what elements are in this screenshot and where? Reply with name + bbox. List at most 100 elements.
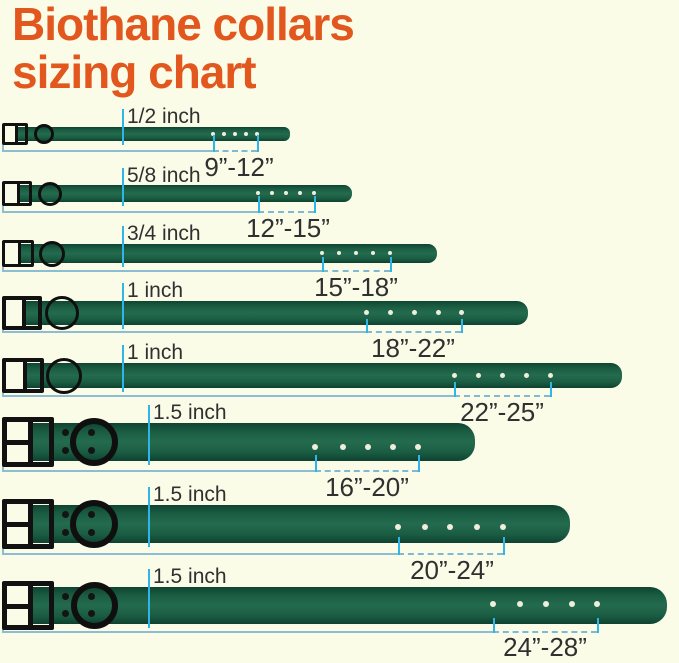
range-tick [398, 537, 400, 555]
buckle-window [7, 586, 34, 625]
page-title-line2: sizing chart [12, 46, 257, 99]
adjustment-hole [255, 132, 259, 136]
buckle-icon [2, 358, 44, 393]
adjustment-hole [547, 372, 553, 378]
buckle-window [7, 422, 34, 462]
width-label: 1 inch [127, 341, 184, 364]
buckle-window [6, 300, 27, 326]
buckle-icon [2, 581, 54, 630]
range-tick [503, 537, 505, 555]
width-label: 1 inch [127, 279, 184, 302]
collar-strap [10, 301, 528, 325]
adjustment-hole [499, 372, 505, 378]
buckle-strap-end [33, 422, 49, 462]
range-tick [550, 382, 552, 397]
d-ring-icon [45, 296, 79, 330]
buckle-bar [7, 440, 29, 445]
buckle-strap-end [18, 126, 25, 142]
buckle-icon [2, 296, 42, 330]
rivet-icon [62, 529, 69, 536]
adjustment-hole [256, 191, 260, 195]
width-label: 3/4 inch [127, 222, 201, 245]
adjustment-hole [500, 524, 506, 530]
buckle-strap-end [20, 184, 29, 203]
size-range-label: 20”-24” [410, 555, 494, 585]
bracket-line [2, 150, 213, 152]
buckle-icon [2, 123, 28, 145]
bracket-dashed-line [454, 395, 550, 397]
size-range-label: 15”-18” [314, 272, 398, 302]
adjustment-hole [435, 309, 441, 315]
width-measure-tick [122, 168, 124, 206]
adjustment-hole [523, 372, 529, 378]
adjustment-hole [422, 524, 428, 530]
adjustment-hole [490, 601, 496, 607]
width-label: 1.5 inch [153, 401, 227, 424]
adjustment-hole [320, 251, 324, 255]
d-ring-icon [38, 181, 62, 206]
adjustment-hole [451, 372, 457, 378]
bracket-riser [2, 200, 4, 213]
adjustment-hole [312, 444, 318, 450]
rivet-icon [88, 511, 95, 518]
width-measure-tick [148, 405, 150, 465]
rivet-icon [62, 447, 69, 454]
buckle-window [5, 126, 18, 142]
adjustment-hole [411, 309, 417, 315]
adjustment-hole [340, 444, 346, 450]
bracket-dashed-line [493, 631, 597, 633]
buckle-strap-end [33, 586, 49, 625]
range-tick [390, 257, 392, 272]
range-tick [257, 135, 259, 152]
width-label: 1.5 inch [153, 565, 227, 588]
adjustment-hole [284, 191, 288, 195]
collar-strap [10, 127, 290, 141]
size-range-label: 22”-25” [460, 397, 544, 427]
page-title: Biothane collars sizing chart [12, 0, 355, 99]
buckle-bar [7, 603, 29, 609]
buckle-window [6, 362, 28, 389]
collar-strap [10, 185, 352, 202]
rivet-icon [62, 610, 69, 617]
adjustment-hole [388, 251, 392, 255]
bracket-dashed-line [213, 150, 257, 152]
adjustment-hole [222, 132, 226, 136]
adjustment-hole [337, 251, 341, 255]
adjustment-hole [543, 601, 549, 607]
adjustment-hole [474, 524, 480, 530]
d-ring-icon [70, 582, 118, 629]
bracket-dashed-line [366, 331, 461, 333]
adjustment-hole [475, 372, 481, 378]
range-tick [454, 382, 456, 397]
size-range-label: 12”-15” [246, 213, 330, 243]
rivet-icon [88, 610, 95, 617]
adjustment-hole [354, 251, 358, 255]
buckle-strap-end [33, 504, 49, 544]
adjustment-hole [387, 309, 393, 315]
width-label: 5/8 inch [127, 164, 201, 187]
rivet-icon [88, 593, 95, 600]
adjustment-hole [594, 601, 600, 607]
range-tick [314, 196, 316, 213]
width-measure-tick [122, 226, 124, 267]
bracket-line [2, 331, 366, 333]
width-measure-tick [122, 283, 124, 329]
buckle-icon [2, 181, 32, 206]
size-range-label: 16”-20” [325, 472, 409, 502]
bracket-dashed-line [322, 270, 390, 272]
width-label: 1/2 inch [127, 105, 201, 128]
rivet-icon [62, 593, 69, 600]
size-range-label: 18”-22” [371, 333, 455, 363]
adjustment-hole [233, 132, 237, 136]
adjustment-hole [447, 524, 453, 530]
adjustment-hole [395, 524, 401, 530]
adjustment-hole [390, 444, 396, 450]
range-tick [315, 455, 317, 472]
width-measure-tick [148, 487, 150, 547]
rivet-icon [62, 511, 69, 518]
buckle-bar [7, 522, 29, 527]
page-title-line1: Biothane collars [12, 0, 355, 50]
buckle-icon [2, 417, 54, 467]
adjustment-hole [458, 309, 464, 315]
bracket-dashed-line [398, 553, 503, 555]
